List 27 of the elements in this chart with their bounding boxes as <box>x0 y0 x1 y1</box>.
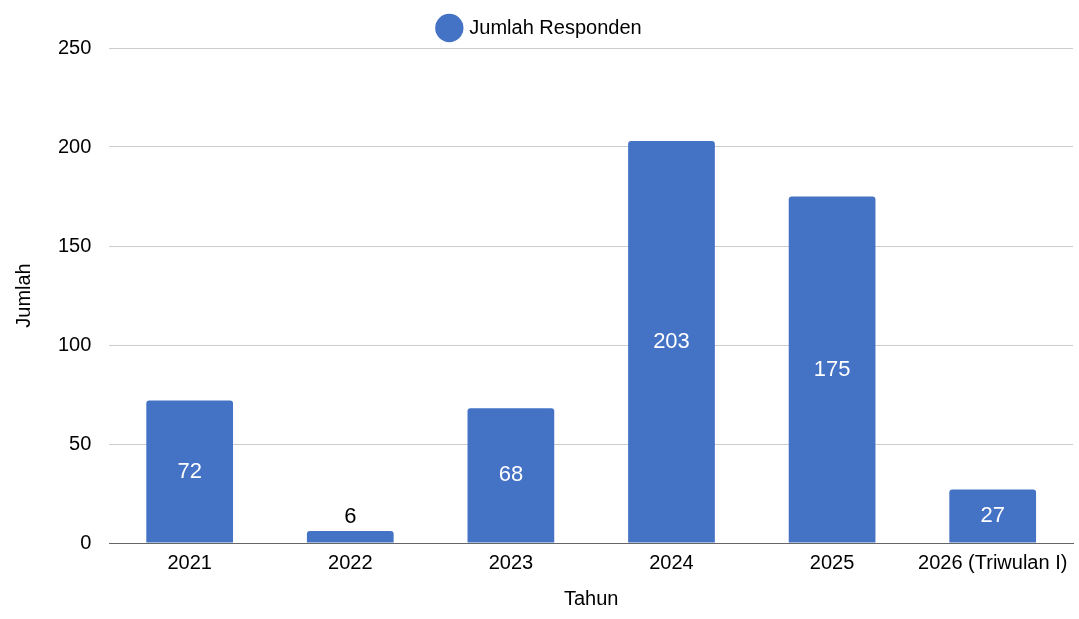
y-tick-label: 250 <box>57 35 92 58</box>
y-tick-label: 150 <box>57 233 92 256</box>
data-label: 175 <box>813 355 851 381</box>
bar <box>146 400 234 543</box>
y-tick-label: 50 <box>69 431 92 454</box>
data-label: 68 <box>498 461 524 487</box>
legend-label: Jumlah Responden <box>469 15 642 38</box>
x-tick-label: 2024 <box>649 550 694 573</box>
x-tick-label: 2022 <box>328 550 373 573</box>
bar <box>628 141 715 543</box>
x-tick-label: 2026 (Triwulan I) <box>918 550 1068 573</box>
x-axis-title: Tahun <box>563 586 619 609</box>
x-tick-label: 2025 <box>809 550 855 573</box>
y-tick-label: 100 <box>57 332 92 355</box>
y-axis-title: Jumlah <box>11 263 34 328</box>
data-label: 203 <box>653 327 690 353</box>
data-label: 6 <box>344 503 357 529</box>
y-tick-label: 200 <box>57 134 92 157</box>
data-label: 72 <box>177 457 202 483</box>
bar <box>949 489 1037 543</box>
y-tick-label: 0 <box>80 530 92 553</box>
x-tick-label: 2023 <box>488 550 534 573</box>
bar <box>467 408 555 543</box>
data-label: 27 <box>980 502 1005 528</box>
bar <box>306 531 394 543</box>
x-tick-label: 2021 <box>167 550 212 573</box>
bar <box>788 196 876 543</box>
